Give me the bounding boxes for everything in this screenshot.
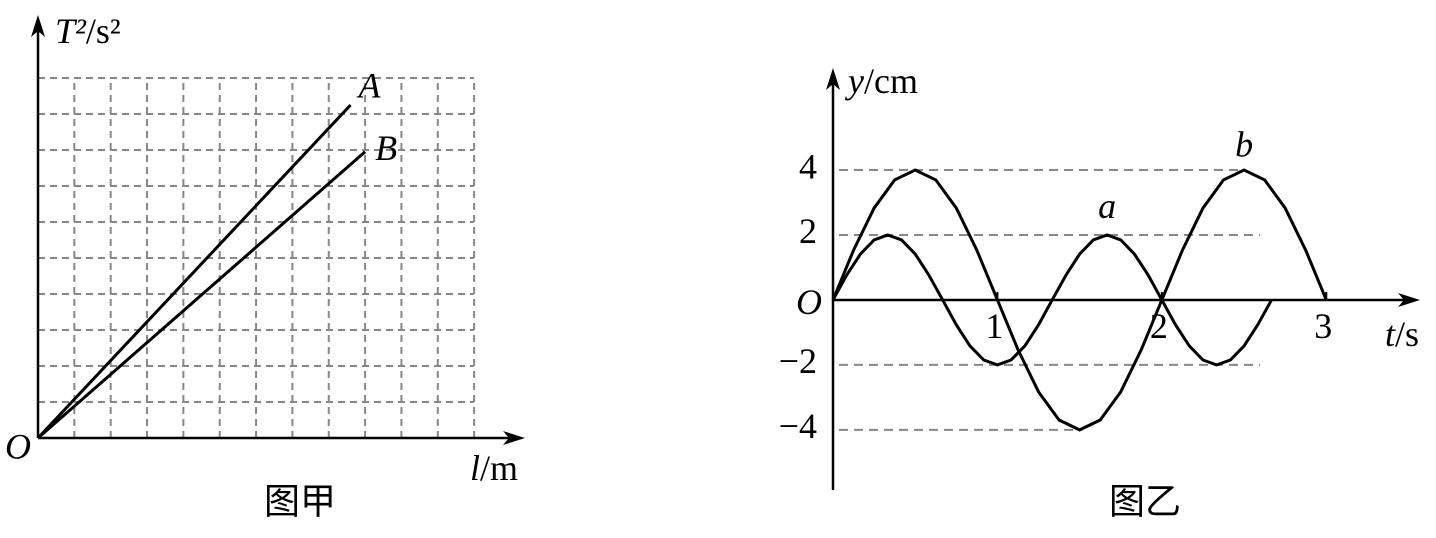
data-line bbox=[36, 103, 352, 440]
caption: 图乙 bbox=[1109, 481, 1181, 521]
axis-arrow bbox=[1398, 292, 1420, 307]
origin-label: O bbox=[5, 426, 31, 466]
y-axis-label: T²/s² bbox=[55, 11, 121, 51]
caption: 图甲 bbox=[264, 481, 336, 521]
axis-arrow bbox=[503, 431, 525, 445]
y-axis-label: y/cm bbox=[845, 61, 918, 101]
series-label: a bbox=[1098, 186, 1116, 226]
y-tick-label: 4 bbox=[799, 146, 817, 186]
x-tick-label: 3 bbox=[1314, 306, 1332, 346]
y-tick-label: −2 bbox=[779, 341, 817, 381]
data-line bbox=[37, 150, 367, 440]
x-axis-label: t/s bbox=[1385, 314, 1419, 354]
series-label: A bbox=[357, 65, 382, 105]
origin-label: O bbox=[796, 282, 822, 322]
axis-arrow bbox=[826, 68, 840, 90]
x-axis-label: l/m bbox=[470, 448, 518, 488]
y-tick-label: −4 bbox=[779, 406, 817, 446]
data-line bbox=[831, 168, 1328, 432]
series-label: b bbox=[1235, 124, 1253, 164]
data-line bbox=[831, 233, 1273, 367]
y-tick-label: 2 bbox=[799, 211, 817, 251]
series-label: B bbox=[375, 128, 397, 168]
x-tick-label: 1 bbox=[985, 306, 1003, 346]
axis-arrow bbox=[31, 15, 45, 37]
